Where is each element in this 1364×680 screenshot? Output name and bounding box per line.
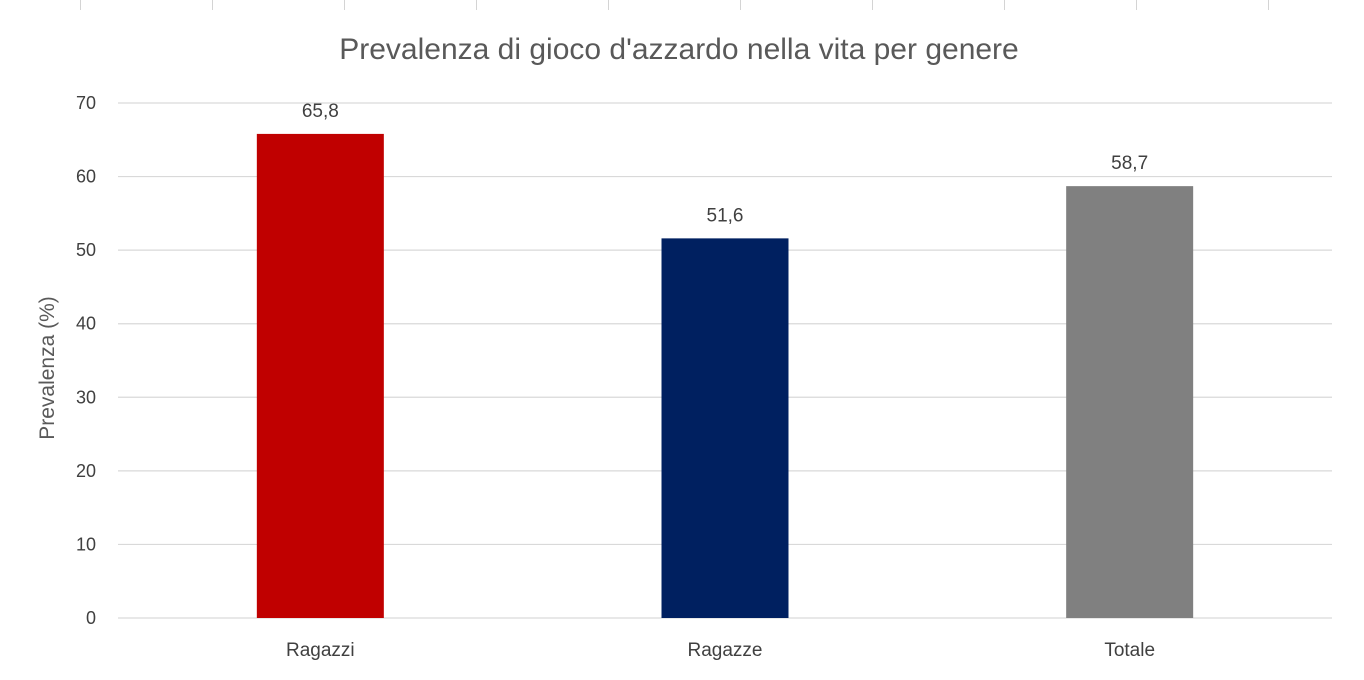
bar-ragazze [661,238,789,618]
y-tick-label: 20 [76,461,96,481]
bar-chart: Prevalenza di gioco d'azzardo nella vita… [36,33,1332,661]
chart-title: Prevalenza di gioco d'azzardo nella vita… [339,33,1018,66]
chart-area[interactable]: Prevalenza di gioco d'azzardo nella vita… [0,10,1364,680]
y-axis-ticks: 0 10 20 30 40 50 60 70 [76,93,96,628]
sheet-column-divider [608,0,609,10]
y-axis-title: Prevalenza (%) [36,296,59,440]
x-category-label: Ragazze [688,640,763,661]
data-label: 65,8 [302,101,339,122]
y-tick-label: 10 [76,534,96,554]
bars [256,133,1194,618]
sheet-column-divider [476,0,477,10]
sheet-column-divider [212,0,213,10]
y-tick-label: 60 [76,167,96,187]
sheet-column-divider [872,0,873,10]
sheet-column-divider [740,0,741,10]
y-tick-label: 30 [76,387,96,407]
data-labels: 65,8 51,6 58,7 [302,101,1148,226]
x-axis-categories: Ragazzi Ragazze Totale [286,640,1155,661]
bar-ragazzi [256,133,384,618]
y-tick-label: 50 [76,240,96,260]
y-tick-label: 70 [76,93,96,113]
sheet-column-divider [1268,0,1269,10]
data-label: 58,7 [1111,153,1148,174]
sheet-column-divider [344,0,345,10]
sheet-column-divider [1136,0,1137,10]
y-tick-label: 0 [86,608,96,628]
bar-totale [1066,186,1194,618]
sheet-column-divider [1004,0,1005,10]
x-category-label: Ragazzi [286,640,355,661]
data-label: 51,6 [707,205,744,226]
sheet-column-divider [80,0,81,10]
x-category-label: Totale [1104,640,1155,661]
y-tick-label: 40 [76,314,96,334]
